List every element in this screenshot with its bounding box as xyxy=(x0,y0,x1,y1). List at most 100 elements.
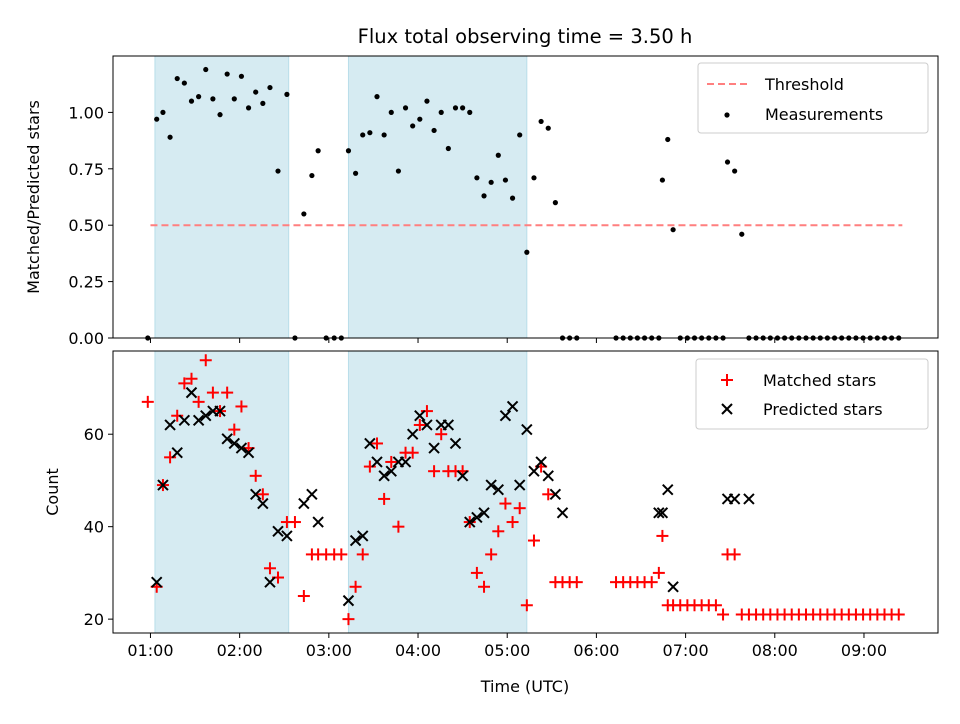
predicted-star-point xyxy=(535,456,547,468)
matched-star-point xyxy=(256,488,269,501)
legend-threshold-label: Threshold xyxy=(764,75,844,94)
shaded-region-1-1 xyxy=(154,55,290,339)
predicted-star-point xyxy=(371,456,383,468)
predicted-star-point xyxy=(171,446,183,459)
predicted-star-point xyxy=(385,465,397,477)
predicted-stars-points xyxy=(150,386,755,607)
measurement-point xyxy=(381,132,387,138)
predicted-star-point xyxy=(442,419,455,431)
matched-star-point xyxy=(570,576,583,589)
y-tick-label: 60 xyxy=(84,425,104,444)
predicted-star-point xyxy=(406,428,419,440)
x-tick-label: 04:00 xyxy=(395,641,441,660)
predicted-star-point xyxy=(428,442,440,454)
measurement-point xyxy=(460,105,466,111)
matched-star-point xyxy=(513,502,526,515)
predicted-star-point xyxy=(228,437,241,450)
measurement-point xyxy=(217,112,223,118)
predicted-star-point xyxy=(349,534,362,547)
measurement-point xyxy=(410,123,416,129)
measurement-point xyxy=(174,75,180,82)
measurement-point xyxy=(481,193,487,199)
predicted-star-point xyxy=(264,576,276,588)
predicted-star-point xyxy=(281,530,293,542)
matched-star-point xyxy=(428,465,441,478)
y-tick-label: 0.25 xyxy=(68,273,104,292)
bottom-axis-ticks: 01:00 02:00 03:00 04:00 05:00 06:00 07:00 08:00… xyxy=(84,425,887,660)
matched-star-point xyxy=(542,488,555,501)
measurement-point xyxy=(509,195,516,201)
predicted-star-point xyxy=(743,493,755,505)
matched-star-point xyxy=(499,497,512,510)
legend-measurements-label: Measurements xyxy=(765,105,883,124)
chart-title: Flux total observing time = 3.50 h xyxy=(358,25,693,48)
predicted-star-point xyxy=(521,423,533,436)
predicted-star-point xyxy=(549,488,562,501)
x-tick-label: 02:00 xyxy=(217,641,263,660)
predicted-star-point xyxy=(242,446,255,459)
measurement-point xyxy=(417,116,423,122)
measurement-point xyxy=(388,109,394,115)
measurement-point xyxy=(352,170,359,176)
matched-star-point xyxy=(342,613,355,626)
measurement-point xyxy=(367,130,373,136)
predicted-star-point xyxy=(378,470,390,482)
matched-star-point xyxy=(356,548,369,561)
matched-star-point xyxy=(478,580,491,593)
predicted-star-point xyxy=(492,483,505,496)
measurement-point xyxy=(360,132,366,138)
measurement-point xyxy=(181,80,187,86)
top-shaded-regions xyxy=(154,55,528,339)
measurement-point xyxy=(488,179,494,185)
measurement-point xyxy=(438,109,444,115)
x-tick-label: 06:00 xyxy=(573,641,619,660)
matched-star-point xyxy=(371,437,383,450)
predicted-star-point xyxy=(235,442,248,454)
x-tick-label: 03:00 xyxy=(306,641,352,660)
measurement-point xyxy=(345,148,352,154)
legend-predicted-swatch xyxy=(721,403,733,415)
measurement-point xyxy=(545,125,551,131)
top-y-axis-label: Matched/Predicted stars xyxy=(24,100,43,294)
measurement-point xyxy=(538,118,544,125)
matched-star-point xyxy=(288,516,301,529)
predicted-star-point xyxy=(506,400,519,413)
matched-star-point xyxy=(385,455,398,468)
measurement-point xyxy=(315,148,321,154)
predicted-star-point xyxy=(653,507,665,519)
predicted-star-point xyxy=(513,479,526,491)
measurement-points xyxy=(145,66,902,341)
predicted-star-point xyxy=(399,456,412,468)
predicted-star-point xyxy=(464,516,476,528)
matched-star-point xyxy=(392,520,405,533)
predicted-star-point xyxy=(449,437,462,450)
predicted-star-point xyxy=(414,410,426,422)
measurement-point xyxy=(531,175,537,181)
x-axis-label: Time (UTC) xyxy=(480,677,569,696)
predicted-star-point xyxy=(298,497,310,510)
matched-star-point xyxy=(235,400,248,413)
predicted-star-point xyxy=(150,576,163,588)
measurement-point xyxy=(659,177,666,183)
predicted-star-point xyxy=(542,470,554,482)
matched-star-point xyxy=(527,534,540,547)
measurement-point xyxy=(245,105,252,111)
matched-star-point xyxy=(645,576,658,589)
measurement-point xyxy=(267,84,273,91)
measurement-point xyxy=(374,94,380,100)
measurement-point xyxy=(445,145,451,152)
matched-star-point xyxy=(171,409,184,422)
matched-star-point xyxy=(470,566,483,579)
predicted-star-point xyxy=(528,465,540,477)
matched-star-point xyxy=(263,562,276,575)
matched-star-point xyxy=(520,599,533,612)
predicted-star-point xyxy=(556,507,569,519)
top-legend-box xyxy=(697,62,929,134)
measurement-point xyxy=(552,200,558,206)
measurement-point xyxy=(284,91,290,97)
matched-star-point xyxy=(652,566,665,579)
y-tick-label: 20 xyxy=(84,610,104,629)
predicted-star-point xyxy=(157,479,169,491)
matched-star-point xyxy=(717,608,730,621)
matched-star-point xyxy=(378,492,391,505)
